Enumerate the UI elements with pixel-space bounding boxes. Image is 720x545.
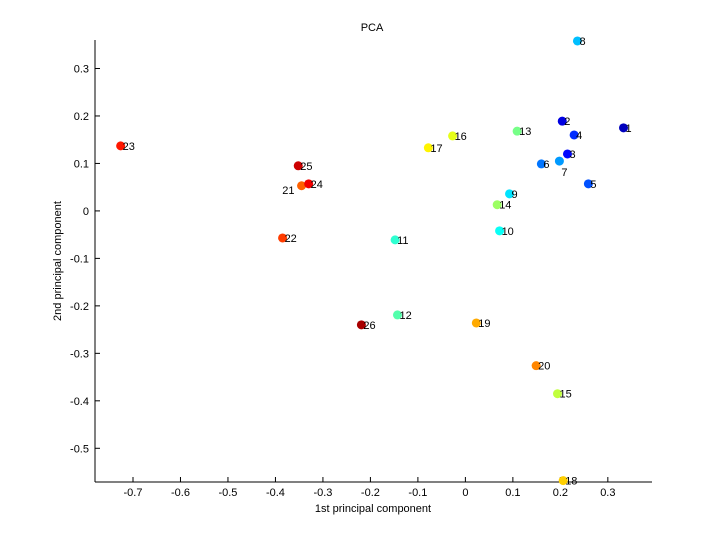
data-point [278,233,288,243]
data-point [116,141,126,151]
data-point-label: 19 [478,318,490,330]
data-point-label: 12 [399,310,411,322]
x-tick-label: -0.2 [361,487,380,499]
data-point-label: 20 [538,361,550,373]
data-point-label: 13 [519,126,531,138]
chart-title: PCA [361,22,384,34]
data-point [553,389,563,399]
data-point [512,126,522,136]
y-tick-label: 0.3 [74,63,89,75]
data-point [562,149,572,159]
data-point [531,361,541,371]
x-tick-label: 0.2 [553,487,568,499]
data-point-label: 4 [576,130,582,142]
y-tick-label: 0.1 [74,158,89,170]
y-tick-label: -0.4 [70,396,89,408]
data-point [304,179,314,189]
x-tick-label: -0.4 [266,487,285,499]
x-tick-label: -0.7 [124,487,143,499]
y-tick-label: 0 [83,206,89,218]
data-point [423,143,433,153]
y-axis-label: 2nd principal component [52,201,64,321]
data-point-label: 10 [502,226,514,238]
y-tick-label: 0.2 [74,111,89,123]
data-point [536,159,546,169]
data-point-label: 23 [123,141,135,153]
data-point-label: 25 [300,161,312,173]
x-tick-label: -0.6 [171,487,190,499]
data-point [583,179,593,189]
data-point-label: 6 [543,159,549,171]
data-point [554,156,564,166]
data-point-label: 8 [579,36,585,48]
data-point-label: 7 [561,167,567,179]
data-point-label: 17 [430,143,442,155]
data-point [471,318,481,328]
data-point [293,161,303,171]
data-point [558,476,568,486]
data-point-label: 9 [512,189,518,201]
y-tick-label: -0.3 [70,348,89,360]
x-tick-label: 0.3 [600,487,615,499]
data-point [572,36,582,46]
x-tick-label: 0.1 [505,487,520,499]
data-point [569,130,579,140]
data-point-label: 22 [285,233,297,245]
data-point-label: 21 [282,185,294,197]
data-point [448,131,458,141]
data-point [557,116,567,126]
data-point-label: 26 [363,320,375,332]
x-tick-label: -0.5 [218,487,237,499]
x-axis-label: 1st principal component [315,503,431,515]
data-point [492,200,502,210]
y-tick-label: -0.1 [70,253,89,265]
data-point-label: 14 [499,200,511,212]
y-tick-label: -0.2 [70,301,89,313]
data-point-label: 16 [455,131,467,143]
data-point [356,320,366,330]
data-point-label: 11 [397,235,408,247]
data-point-label: 3 [569,149,575,161]
data-point-label: 18 [565,476,577,488]
x-tick-label: -0.1 [408,487,427,499]
data-point-label: 5 [590,179,596,191]
x-tick-label: 0 [462,487,468,499]
data-point-label: 24 [311,179,323,191]
data-point [619,123,629,133]
data-point-label: 1 [626,123,632,135]
data-point [297,181,307,191]
x-tick-label: -0.3 [313,487,332,499]
data-point-label: 2 [564,116,570,128]
data-point-label: 15 [560,389,572,401]
data-point [495,226,505,236]
data-point [392,310,402,320]
data-point [390,235,400,245]
y-tick-label: -0.5 [70,443,89,455]
data-point [505,189,515,199]
